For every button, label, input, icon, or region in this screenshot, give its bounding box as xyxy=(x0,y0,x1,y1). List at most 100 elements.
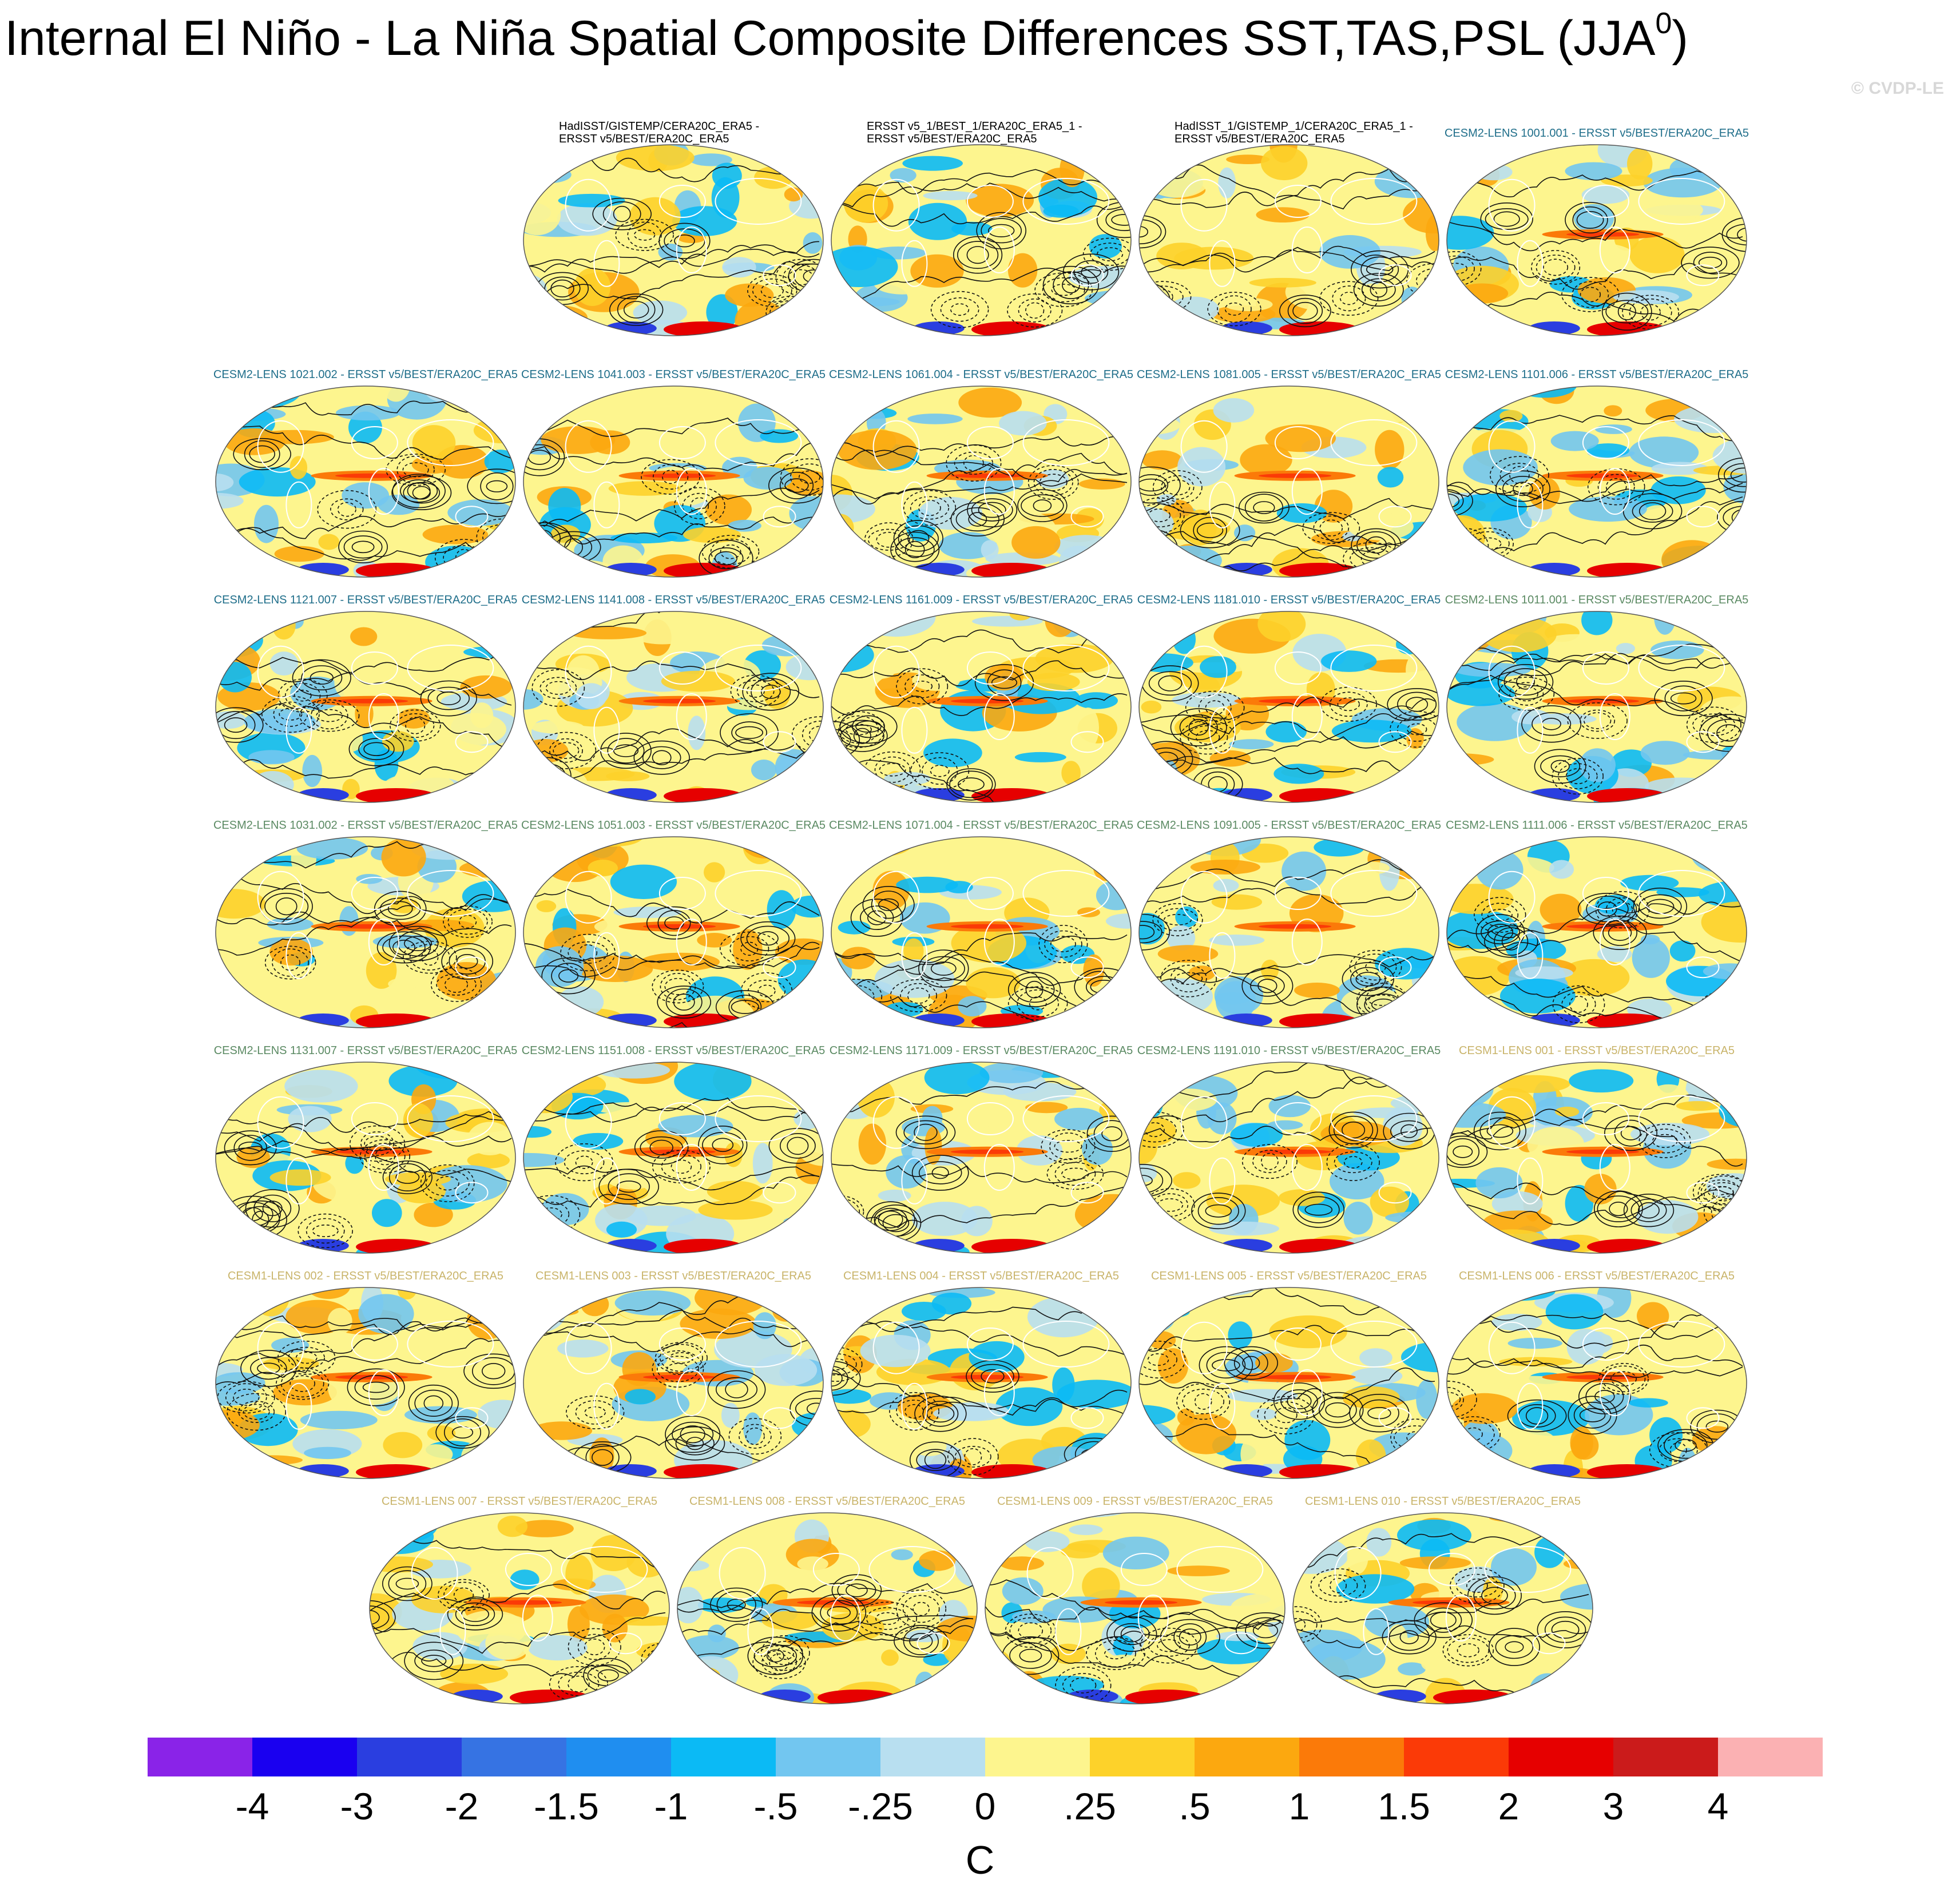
panel-title: CESM2-LENS 1101.006 - ERSST v5/BEST/ERA2… xyxy=(1428,368,1765,381)
psl-contour xyxy=(720,713,779,752)
anomaly-patch xyxy=(241,1455,303,1465)
anomaly-patch xyxy=(1447,842,1481,862)
world-map xyxy=(215,1062,516,1254)
world-map xyxy=(523,611,824,803)
map-border xyxy=(831,836,1132,1028)
psl-contour xyxy=(1633,887,1688,925)
psl-contour xyxy=(715,1377,757,1402)
anomaly-patch xyxy=(1643,168,1722,198)
psl-contour xyxy=(1447,901,1743,943)
anomaly-patch xyxy=(1595,424,1632,434)
anomaly-patch xyxy=(1061,761,1081,785)
anomaly-patch xyxy=(684,1666,720,1683)
psl-contour xyxy=(747,1636,804,1675)
continent-outline xyxy=(1517,706,1544,754)
psl-contour xyxy=(831,169,1128,194)
psl-contour xyxy=(444,976,469,993)
psl-contour xyxy=(1039,474,1068,491)
anomaly-patch xyxy=(573,1132,624,1150)
anomaly-patch xyxy=(216,1081,253,1098)
anomaly-patch xyxy=(1221,1514,1248,1535)
antarctic-cold xyxy=(912,563,965,577)
psl-contour xyxy=(523,241,820,274)
continent-outline xyxy=(658,651,706,685)
anomaly-patch xyxy=(722,257,756,278)
psl-contour xyxy=(1485,208,1529,230)
panel-title: CESM1-LENS 009 - ERSST v5/BEST/ERA20C_ER… xyxy=(966,1495,1304,1508)
anomaly-patch xyxy=(222,1466,280,1478)
continent-outline xyxy=(565,1096,612,1149)
psl-contour xyxy=(299,699,360,732)
world-map xyxy=(831,611,1132,803)
anomaly-patch xyxy=(1566,1329,1605,1365)
anomaly-patch xyxy=(1257,611,1306,642)
continent-outline xyxy=(1274,651,1322,685)
anomaly-patch xyxy=(689,153,732,166)
anomaly-patch xyxy=(1407,391,1439,417)
anomaly-patch xyxy=(753,1312,776,1340)
psl-contour xyxy=(698,1126,748,1164)
map-panel: CESM2-LENS 1161.009 - ERSST v5/BEST/ERA2… xyxy=(830,587,1133,804)
anomaly-patch xyxy=(1135,1640,1193,1681)
psl-contour xyxy=(1670,692,1697,705)
psl-contour xyxy=(802,721,823,749)
psl-contour xyxy=(1579,1408,1606,1422)
title-close: ) xyxy=(1672,11,1689,66)
anomaly-patch xyxy=(356,874,383,884)
anomaly-patch xyxy=(1155,145,1183,163)
continent-outline xyxy=(1582,1102,1629,1135)
world-map xyxy=(523,385,824,578)
psl-contour xyxy=(716,1591,756,1619)
continent-outline xyxy=(983,919,1015,965)
psl-contour xyxy=(871,891,906,919)
panel-title-line: CESM1-LENS 004 - ERSST v5/BEST/ERA20C_ER… xyxy=(843,1270,1120,1282)
psl-contour xyxy=(330,498,364,520)
psl-contour xyxy=(1139,1126,1435,1143)
psl-contour xyxy=(363,742,390,756)
anomaly-patch xyxy=(707,1181,763,1202)
anomaly-patch xyxy=(841,947,875,969)
psl-contour xyxy=(1245,1617,1285,1644)
anomaly-patch xyxy=(289,456,308,479)
anomaly-patch xyxy=(925,1127,942,1165)
psl-contour xyxy=(1206,1352,1246,1379)
anomaly-patch xyxy=(568,1062,596,1079)
anomaly-patch xyxy=(549,1015,570,1028)
psl-contour xyxy=(736,679,775,702)
anomaly-patch xyxy=(1540,182,1579,204)
anomaly-patch xyxy=(327,1307,352,1334)
anomaly-patch xyxy=(414,1202,453,1227)
anomaly-patch xyxy=(378,494,420,515)
anomaly-patch xyxy=(931,1293,972,1315)
panel-title: CESM1-LENS 008 - ERSST v5/BEST/ERA20C_ER… xyxy=(658,1495,996,1508)
continent-outline xyxy=(658,877,706,910)
antarctic-warm xyxy=(971,1464,1052,1478)
anomaly-patch xyxy=(388,977,419,990)
psl-contour xyxy=(1447,527,1489,564)
map-border xyxy=(1446,385,1747,578)
psl-contour xyxy=(918,499,941,516)
anomaly-patch xyxy=(1261,959,1279,981)
anomaly-patch xyxy=(1604,405,1622,417)
anomaly-patch xyxy=(1151,778,1176,802)
psl-contour xyxy=(922,956,965,981)
psl-contour xyxy=(1447,415,1743,442)
psl-contour xyxy=(1540,755,1581,777)
anomaly-patch xyxy=(775,749,812,785)
colorbar-swatch xyxy=(1613,1738,1718,1776)
anomaly-patch xyxy=(577,955,653,982)
world-map xyxy=(831,836,1132,1028)
world-map xyxy=(215,1287,516,1479)
anomaly-patch xyxy=(1043,204,1079,218)
continent-outline xyxy=(715,870,802,917)
psl-contour xyxy=(1712,1186,1734,1202)
panel-title: CESM2-LENS 1081.005 - ERSST v5/BEST/ERA2… xyxy=(1120,368,1458,381)
anomaly-patch xyxy=(1342,1386,1400,1408)
psl-contour xyxy=(403,482,441,504)
anomaly-patch xyxy=(924,1695,977,1704)
psl-contour xyxy=(216,1338,512,1386)
psl-contour xyxy=(216,525,512,561)
anomaly-patch xyxy=(1701,901,1747,943)
psl-contour xyxy=(752,278,792,303)
map-border xyxy=(1446,1062,1747,1254)
